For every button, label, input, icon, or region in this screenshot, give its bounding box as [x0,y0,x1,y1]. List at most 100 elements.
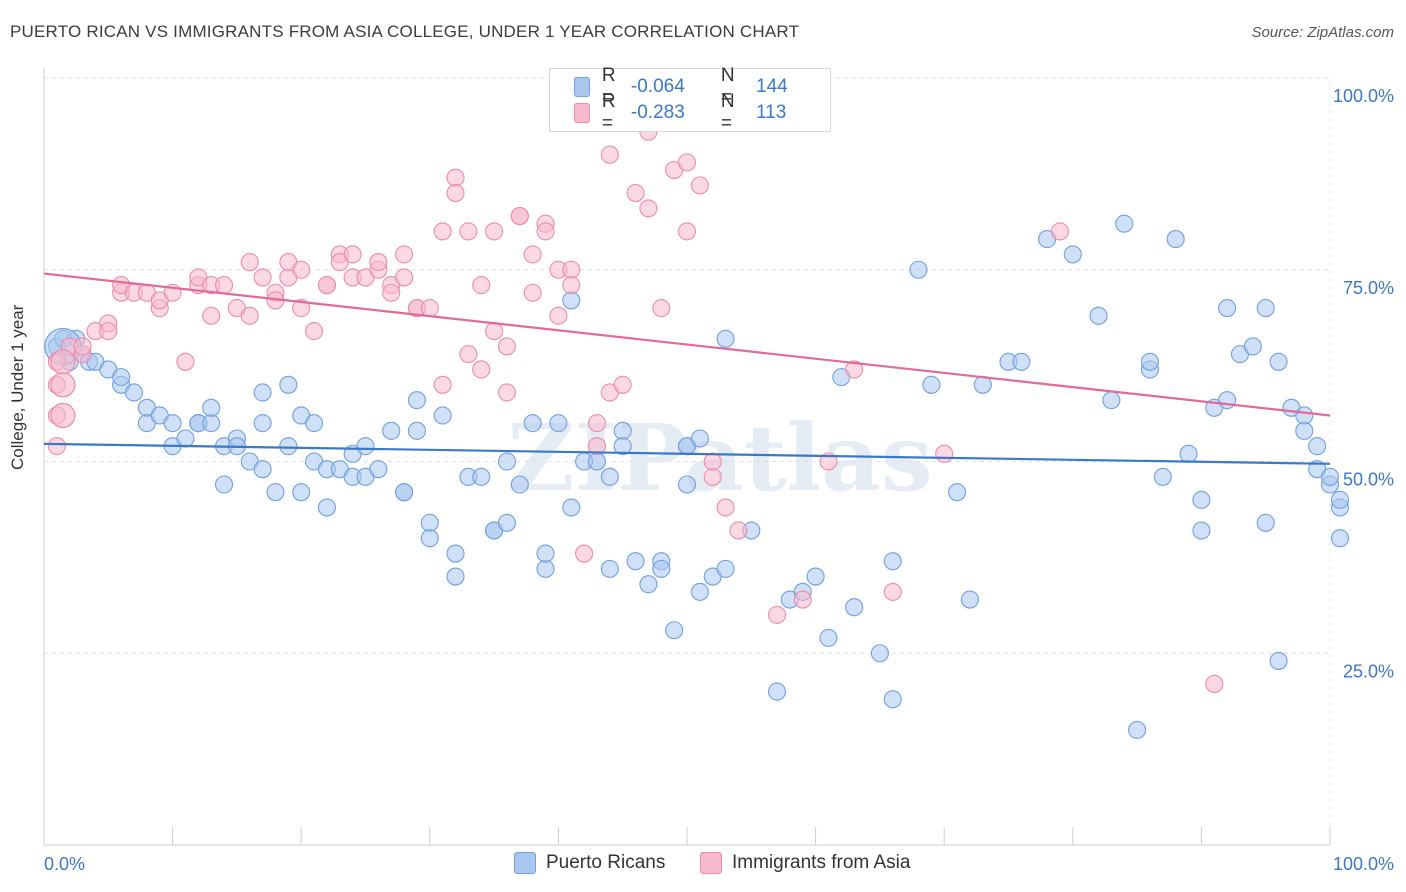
point-immigrants-from-asia [600,145,619,164]
point-immigrants-from-asia [613,375,632,394]
point-puerto-ricans [1140,352,1160,371]
point-immigrants-from-asia [446,184,465,203]
point-puerto-ricans [446,544,465,563]
point-puerto-ricans [202,414,221,433]
point-puerto-ricans [1218,299,1237,318]
point-puerto-ricans [716,329,735,348]
point-immigrants-from-asia [793,590,812,609]
legend-r-value: -0.283 [630,102,685,123]
point-puerto-ricans [922,375,941,394]
point-puerto-ricans [549,414,568,433]
point-puerto-ricans [112,368,131,387]
point-immigrants-from-asia [176,352,195,371]
point-immigrants-from-asia [317,276,336,295]
point-puerto-ricans [523,414,542,433]
point-puerto-ricans [369,460,388,479]
legend-n-value: 144 [756,76,788,97]
point-immigrants-from-asia [497,383,517,402]
point-puerto-ricans [163,414,182,433]
point-immigrants-from-asia [626,184,645,203]
point-puerto-ricans [292,483,311,502]
point-puerto-ricans [407,421,426,440]
point-puerto-ricans [1269,352,1288,371]
point-puerto-ricans [279,375,298,394]
point-immigrants-from-asia [652,299,671,318]
point-puerto-ricans [266,483,285,502]
legend-r-label: R = [601,65,616,108]
point-puerto-ricans [948,483,967,502]
point-puerto-ricans [1179,444,1198,463]
y-tick-label: 50.0% [1343,470,1394,490]
point-immigrants-from-asia [99,322,118,341]
point-immigrants-from-asia [703,452,722,471]
series-label-immigrants-from-asia: Immigrants from Asia [732,852,911,873]
point-immigrants-from-asia [446,168,465,187]
point-puerto-ricans [1089,306,1108,325]
point-puerto-ricans [677,475,697,494]
chart-source: Source: ZipAtlas.com [1251,24,1394,41]
point-puerto-ricans [562,291,581,310]
point-puerto-ricans [1295,421,1314,440]
point-immigrants-from-asia [549,306,568,325]
point-puerto-ricans [1115,214,1134,233]
point-puerto-ricans [279,437,298,456]
point-puerto-ricans [1153,467,1172,486]
point-immigrants-from-asia [202,306,221,325]
point-puerto-ricans [639,575,658,594]
point-immigrants-from-asia [253,268,272,287]
point-puerto-ricans [536,544,555,563]
point-puerto-ricans [960,590,979,609]
legend-swatch-immigrants-from-asia [574,103,590,123]
point-immigrants-from-asia [292,260,311,279]
point-puerto-ricans [305,414,324,433]
point-puerto-ricans [253,383,272,402]
point-immigrants-from-asia [587,437,607,456]
point-puerto-ricans [1256,299,1275,318]
point-puerto-ricans [317,498,336,517]
point-immigrants-from-asia [50,402,76,429]
point-immigrants-from-asia [240,306,259,325]
point-immigrants-from-asia [305,322,324,341]
point-immigrants-from-asia [343,245,362,264]
point-puerto-ricans [562,498,581,517]
point-puerto-ricans [1330,529,1350,548]
point-immigrants-from-asia [575,544,594,563]
y-tick-label: 75.0% [1343,278,1394,298]
point-puerto-ricans [665,621,684,640]
point-immigrants-from-asia [716,498,735,517]
point-puerto-ricans [613,437,632,456]
point-immigrants-from-asia [845,360,864,379]
point-puerto-ricans [613,421,632,440]
point-puerto-ricans [767,682,787,701]
point-immigrants-from-asia [485,322,504,341]
legend-r-label: R = [601,91,616,134]
point-puerto-ricans [819,628,838,647]
point-puerto-ricans [845,598,864,617]
series-legend: Puerto Ricans Immigrants from Asia [0,852,1406,876]
legend-n-label: N = [720,91,735,134]
series-legend-puerto-ricans: Puerto Ricans [514,852,665,874]
point-puerto-ricans [690,582,709,601]
point-immigrants-from-asia [369,253,388,272]
point-puerto-ricans [497,513,517,532]
point-puerto-ricans [446,567,465,586]
y-axis-label: College, Under 1 year [8,304,27,470]
point-immigrants-from-asia [587,414,607,433]
point-puerto-ricans [587,452,607,471]
point-immigrants-from-asia [47,437,66,456]
point-immigrants-from-asia [433,222,452,241]
point-immigrants-from-asia [433,375,452,394]
legend-n-label: N = [720,65,735,108]
point-immigrants-from-asia [485,222,504,241]
trendline-immigrants-from-asia [43,272,1331,417]
point-immigrants-from-asia [677,153,697,172]
y-tick-label: 25.0% [1343,661,1394,681]
point-puerto-ricans [909,260,928,279]
point-puerto-ricans [536,559,555,578]
point-puerto-ricans [1063,245,1082,264]
point-immigrants-from-asia [562,276,581,295]
point-puerto-ricans [883,552,902,571]
point-puerto-ricans [1192,490,1211,509]
series-legend-immigrants-from-asia: Immigrants from Asia [700,852,910,874]
